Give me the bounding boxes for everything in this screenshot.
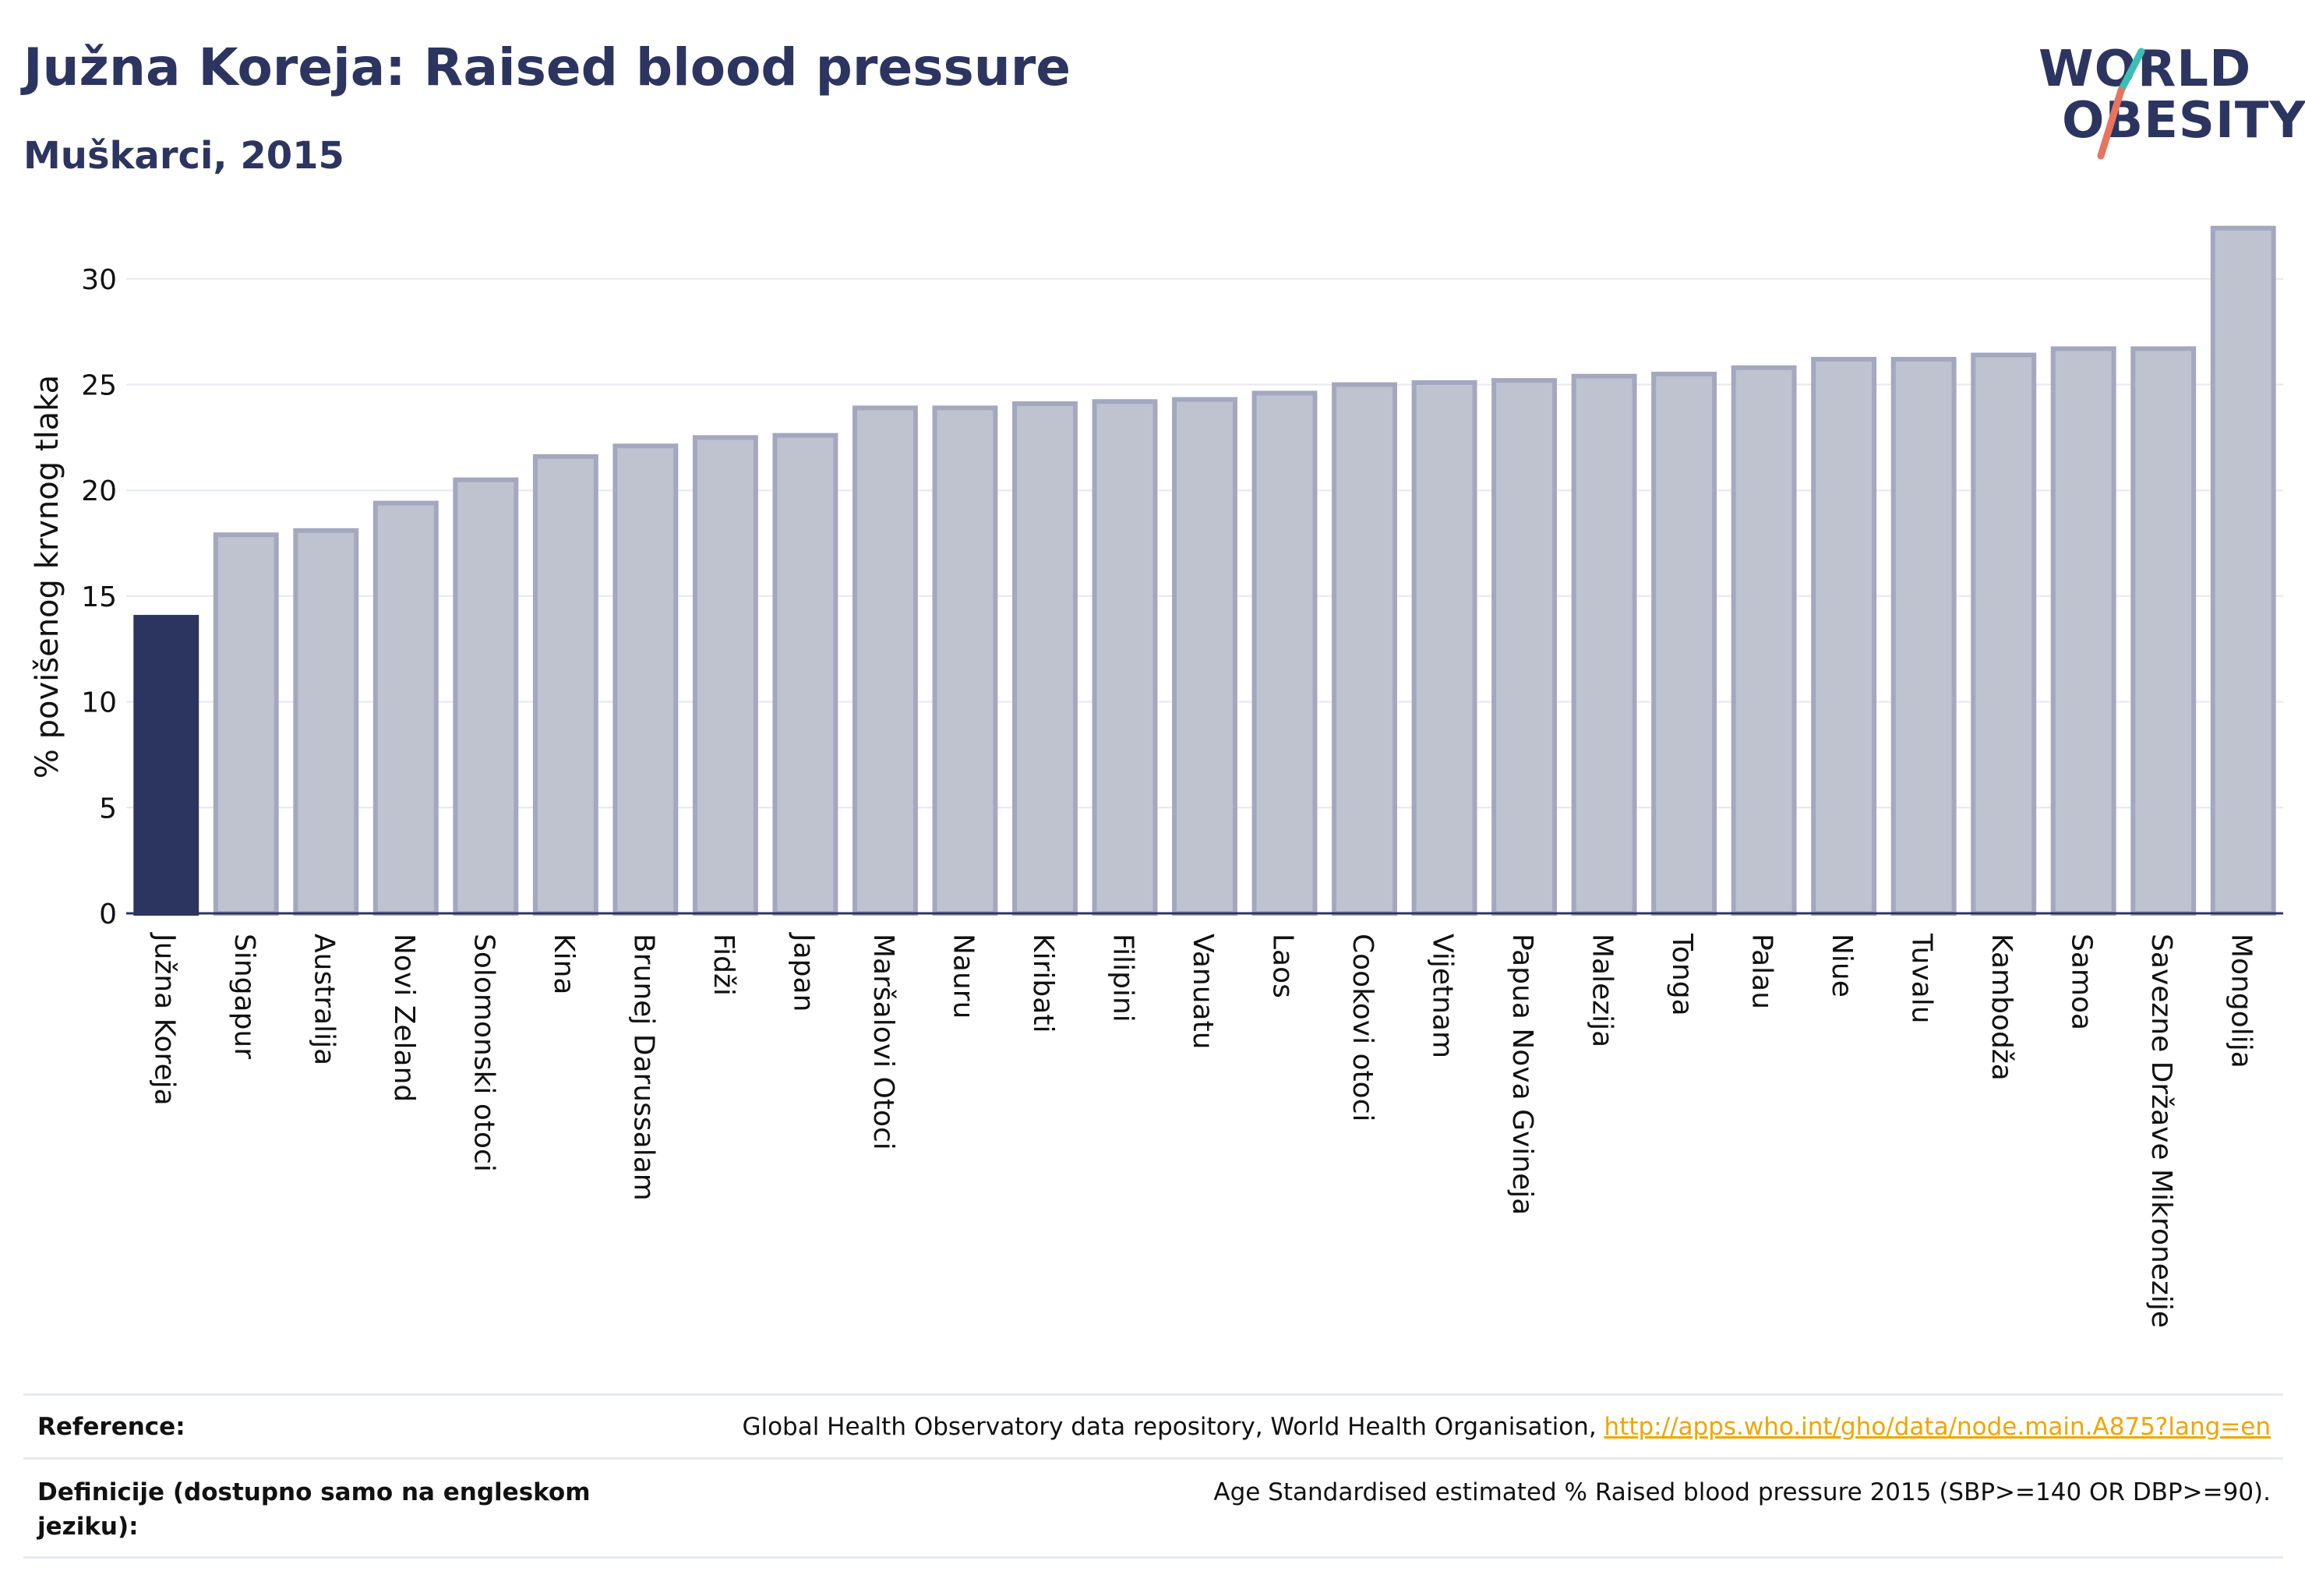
bar-3 [372,500,439,916]
bar-24 [2050,346,2116,916]
reference-link[interactable]: http://apps.who.int/gho/data/node.main.A… [1604,1413,2271,1441]
y-tick-labels: 0 5 10 15 20 25 30 [81,264,117,930]
x-tick-label: Cookovi otoci [1347,934,1378,1122]
x-tick-label: Kiribati [1027,934,1059,1033]
y-tick-label: 10 [81,687,117,719]
logo-slash-coral [2097,87,2125,160]
bar-2 [293,528,359,916]
y-tick-label: 15 [81,581,117,613]
bars-layer [133,225,2276,916]
reference-row: Reference: Global Health Observatory dat… [23,1393,2283,1460]
x-tick-label: Savezne Države Mikronezije [2145,934,2177,1328]
bar-8 [772,433,838,916]
x-tick-label: Filipini [1107,934,1138,1022]
x-tick-label: Vanuatu [1187,934,1219,1050]
reference-label: Reference: [37,1413,185,1441]
bar-25 [2130,346,2197,916]
chart-title: Južna Koreja: Raised blood pressure [23,37,1071,97]
x-tick-label: Tonga [1666,933,1698,1016]
definition-value: Age Standardised estimated % Raised bloo… [1213,1478,2271,1506]
y-tick-label: 25 [81,370,117,402]
y-tick-label: 0 [99,899,117,930]
x-tick-label: Tuvalu [1906,933,1938,1024]
logo-slash-icon [2097,48,2145,160]
reference-text: Global Health Observatory data repositor… [742,1413,1604,1441]
x-tick-label: Australija [308,934,340,1065]
bar-9 [852,405,918,916]
y-tick-label: 30 [81,264,117,296]
x-tick-label: Laos [1267,934,1299,998]
x-tick-label: Palau [1746,934,1778,1009]
bar-0 [133,615,199,916]
bar-16 [1411,380,1477,916]
y-tick-label: 20 [81,475,117,507]
x-tick-label: Novi Zeland [388,934,420,1102]
bar-11 [1012,401,1078,916]
x-tick-label: Brunej Darussalam [627,934,659,1201]
bar-7 [692,435,758,916]
bar-20 [1731,365,1797,916]
definition-row: Definicije (dostupno samo na engleskom j… [23,1457,2283,1559]
definition-label: Definicije (dostupno samo na engleskom j… [37,1478,591,1541]
bar-6 [612,443,679,916]
x-tick-label: Maršalovi Otoci [867,934,899,1150]
x-tick-label: Južna Koreja [148,932,180,1106]
bar-10 [932,405,998,916]
bar-12 [1092,399,1158,916]
bar-15 [1332,382,1397,916]
x-tick-label: Kina [548,934,580,995]
bar-5 [532,454,598,916]
bar-19 [1651,371,1717,916]
y-tick-label: 5 [99,793,117,824]
x-tick-label: Papua Nova Gvineja [1506,934,1538,1215]
chart-subtitle: Muškarci, 2015 [23,134,344,178]
bar-18 [1571,373,1637,916]
x-tick-label: Nauru [947,934,979,1019]
x-tick-labels: Južna Koreja Singapur Australija Novi Zelan… [148,932,2257,1328]
x-tick-label: Mongolija [2226,934,2257,1068]
bar-17 [1491,378,1558,916]
bar-14 [1251,390,1318,916]
bar-21 [1811,356,1877,916]
world-obesity-logo: WORLD OBESITY [2034,23,2305,164]
x-tick-label: Japan [787,932,819,1012]
x-tick-label: Niue [1826,934,1858,998]
y-axis-label: % povišenog krvnog tlaka [30,375,65,779]
x-tick-label: Singapur [228,934,260,1059]
bar-4 [453,477,519,916]
bar-22 [1890,356,1957,916]
reference-value: Global Health Observatory data repositor… [742,1410,2271,1444]
bar-chart: 0 5 10 15 20 25 30 Južna Koreja Singapur Austral… [30,225,2283,1328]
x-tick-label: Vijetnam [1427,934,1459,1058]
x-tick-label: Malezija [1587,934,1618,1047]
x-tick-label: Solomonski otoci [468,934,499,1172]
bar-1 [213,532,279,916]
logo-slash-teal [2117,48,2145,94]
x-tick-label: Samoa [2066,934,2098,1030]
bar-23 [1971,352,2037,916]
bar-26 [2210,225,2276,916]
x-tick-label: Kambodža [1986,934,2017,1081]
x-tick-label: Fidži [708,934,740,996]
bar-13 [1172,397,1237,916]
